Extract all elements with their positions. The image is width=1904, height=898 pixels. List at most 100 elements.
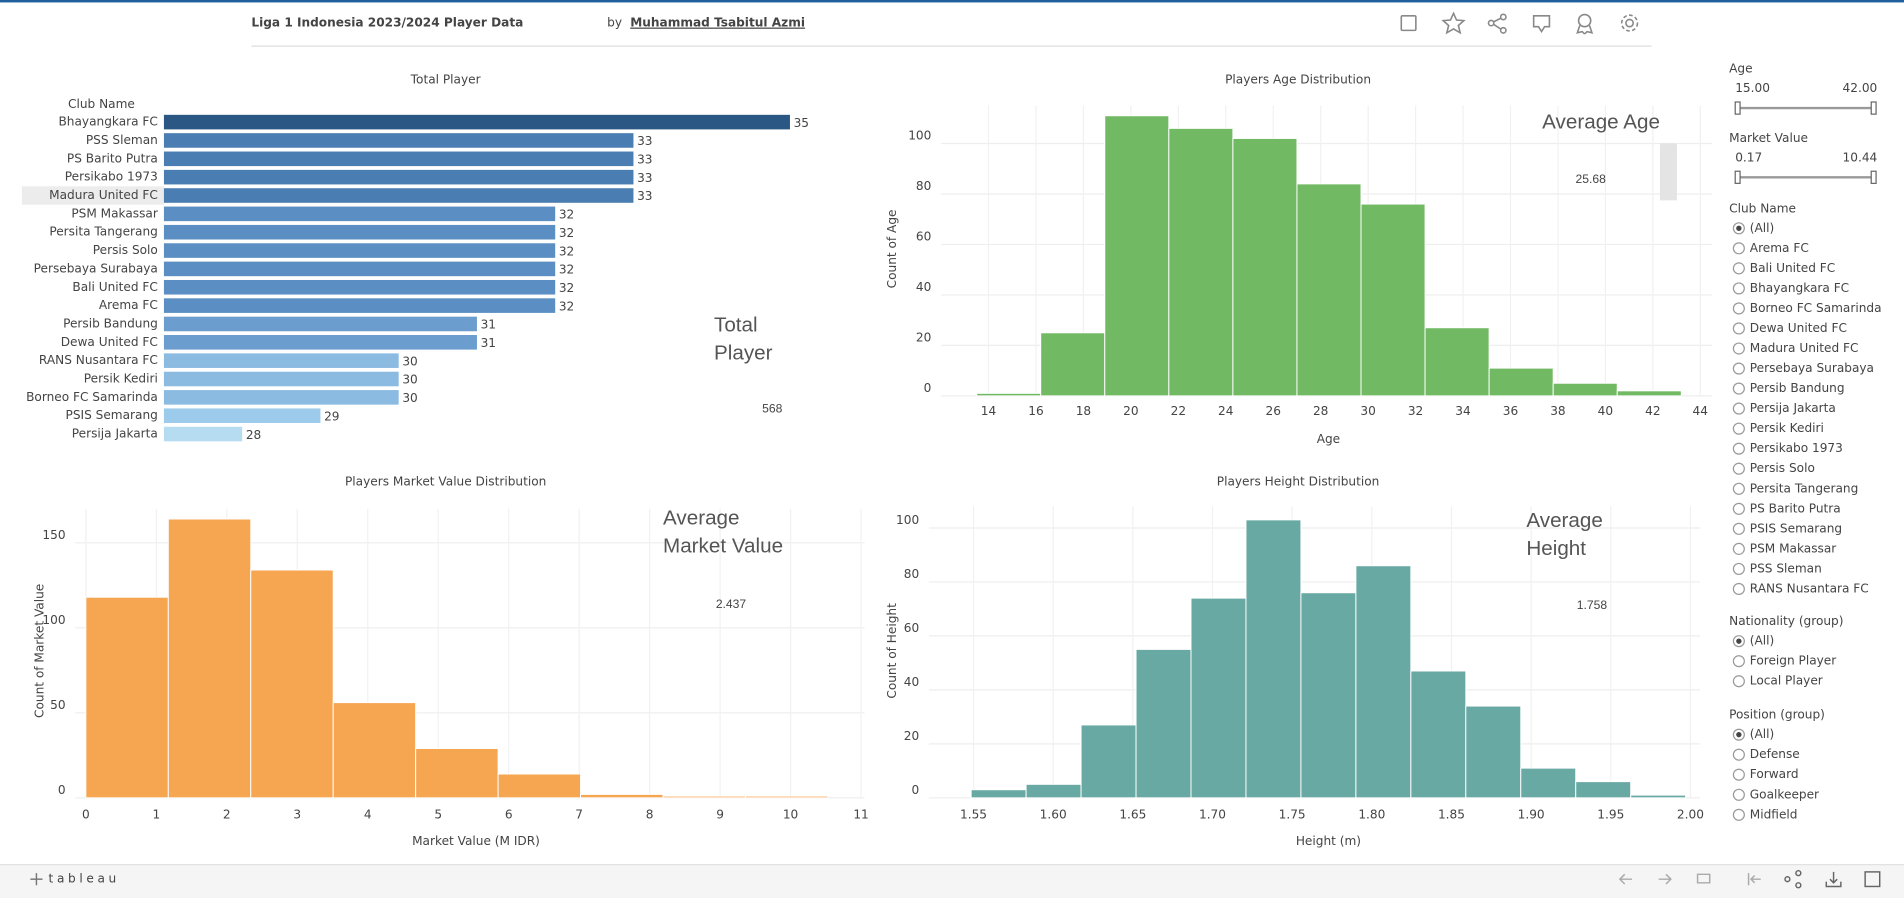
radio-button[interactable] [1732,362,1745,375]
radio-option[interactable]: Persebaya Surabaya [1750,361,1874,375]
y-tick-label: 40 [916,280,931,294]
radio-option[interactable]: Persis Solo [1750,461,1815,475]
slider-max: 42.00 [1843,81,1878,95]
radio-option[interactable]: Foreign Player [1750,654,1836,668]
radio-button[interactable] [1732,242,1745,255]
x-tick-label: 3 [293,807,301,821]
radio-option[interactable]: Defense [1750,747,1800,761]
radio-option[interactable]: Arema FC [1750,241,1809,255]
radio-button[interactable] [1732,462,1745,475]
x-tick-label: 20 [1123,404,1138,418]
bar [497,773,582,799]
radio-button[interactable] [1732,522,1745,535]
radio-option[interactable]: Persib Bandung [1750,381,1845,395]
value-label: 32 [559,208,574,222]
radio-button[interactable] [1732,382,1745,395]
x-tick-label: 24 [1218,404,1234,418]
radio-option[interactable]: (All) [1750,634,1774,648]
radio-option[interactable]: RANS Nusantara FC [1750,581,1869,595]
radio-option[interactable]: PSS Sleman [1750,561,1822,575]
slider-handle[interactable] [1870,101,1877,115]
radio-option[interactable]: PSM Makassar [1750,541,1837,555]
radio-option[interactable]: Midfield [1750,807,1798,821]
radio-option[interactable]: Local Player [1750,674,1823,688]
reset-button[interactable] [1747,873,1761,886]
radio-button[interactable] [1732,282,1745,295]
redo-button[interactable] [1658,873,1672,885]
radio-button[interactable] [1732,675,1745,688]
radio-button[interactable] [1732,562,1745,575]
bar [163,133,634,148]
radio-option[interactable]: PSIS Semarang [1750,521,1842,535]
radio-button[interactable] [1732,422,1745,435]
bar [163,298,556,313]
radio-option[interactable]: Dewa United FC [1750,321,1847,335]
radio-option[interactable]: Goalkeeper [1750,787,1819,801]
radio-option[interactable]: (All) [1750,727,1774,741]
favorite-button[interactable] [1441,11,1466,35]
bar [332,702,417,799]
x-tick-label: 30 [1360,404,1375,418]
footer-share-button[interactable] [1784,869,1802,889]
radio-button[interactable] [1732,655,1745,668]
footer-brand: tableau [49,872,120,886]
metrics-button[interactable] [1576,13,1594,35]
fullscreen-button[interactable] [1864,871,1881,888]
filter-label: Nationality (group) [1729,614,1843,628]
radio-dot [1736,732,1742,738]
edit-button[interactable] [1400,14,1417,32]
radio-button[interactable] [1732,322,1745,335]
top-border [0,0,1904,3]
radio-button[interactable] [1732,402,1745,415]
bar [1355,565,1412,799]
radio-button[interactable] [1732,768,1745,781]
bar [163,114,790,130]
author-link[interactable]: Muhammad Tsabitul Azmi [630,16,805,30]
radio-option[interactable]: Persik Kediri [1750,421,1824,435]
radio-option[interactable]: Bali United FC [1750,261,1835,275]
settings-button[interactable] [1620,14,1639,32]
undo-button[interactable] [1618,873,1632,885]
bar [1300,592,1357,799]
radio-option[interactable]: Persita Tangerang [1750,481,1859,495]
bar [163,371,399,387]
radio-button[interactable] [1732,542,1745,555]
radio-option[interactable]: Madura United FC [1750,341,1859,355]
radio-button[interactable] [1732,342,1745,355]
radio-button[interactable] [1732,442,1745,455]
bar [163,151,634,167]
value-label: 32 [559,299,574,313]
radio-button[interactable] [1732,788,1745,801]
radio-button[interactable] [1732,482,1745,495]
radio-option[interactable]: Persija Jakarta [1750,401,1836,415]
radio-option[interactable]: Borneo FC Samarinda [1750,301,1882,315]
slider-handle[interactable] [1870,170,1877,184]
x-tick-label: 44 [1693,404,1709,418]
dashboard-title: Liga 1 Indonesia 2023/2024 Player Data [251,16,523,30]
radio-button[interactable] [1732,302,1745,315]
value-label: 31 [481,336,496,350]
download-button[interactable] [1825,871,1842,888]
radio-button[interactable] [1732,748,1745,761]
comment-button[interactable] [1532,14,1551,34]
radio-option[interactable]: (All) [1750,221,1774,235]
kpi-value: 568 [762,401,782,415]
radio-button[interactable] [1732,262,1745,275]
bar [163,188,634,203]
radio-option[interactable]: Persikabo 1973 [1750,441,1843,455]
slider-handle[interactable] [1734,170,1741,184]
category-label: Persikabo 1973 [65,170,158,184]
category-label: Persita Tangerang [49,225,158,239]
category-label: Borneo FC Samarinda [26,390,158,404]
radio-option[interactable]: PS Barito Putra [1750,501,1841,515]
radio-option[interactable]: Forward [1750,767,1799,781]
revert-button[interactable] [1696,873,1711,884]
share-button[interactable] [1487,13,1507,34]
slider-handle[interactable] [1734,101,1741,115]
radio-button[interactable] [1732,502,1745,515]
x-tick-label: 1.60 [1040,807,1067,821]
radio-button[interactable] [1732,808,1745,821]
radio-option[interactable]: Bhayangkara FC [1750,281,1849,295]
bar [1025,783,1082,799]
radio-button[interactable] [1732,582,1745,596]
